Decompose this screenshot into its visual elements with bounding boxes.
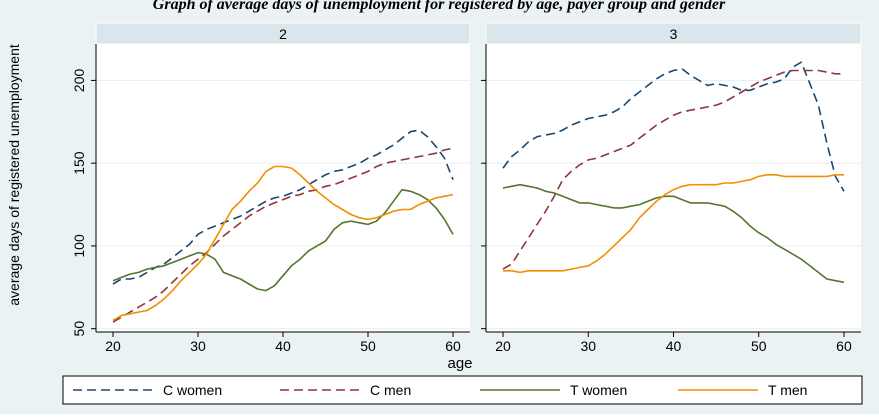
panel-strip-label: 2 — [279, 26, 287, 42]
x-axis-label: age — [447, 355, 472, 372]
series-line-t-women — [502, 183, 845, 284]
x-tick-label: 50 — [751, 338, 767, 354]
chart-title: Graph of average days of unemployment fo… — [153, 0, 726, 13]
x-tick-label: 60 — [445, 338, 461, 354]
series-line-t-men — [112, 165, 454, 322]
y-tick-label: 100 — [71, 234, 87, 258]
x-tick-label: 40 — [666, 338, 682, 354]
x-tick-label: 50 — [360, 338, 376, 354]
panel-strip-label: 3 — [670, 26, 678, 42]
legend-label: C women — [163, 382, 222, 398]
legend-label: C men — [370, 382, 411, 398]
panels-group: 2 20 30 40 50 60 50 100 150 200 3 20 30 40 50 60 — [71, 22, 862, 354]
x-tick-label: 60 — [836, 338, 852, 354]
x-tick-label: 40 — [275, 338, 291, 354]
legend-label: T men — [768, 382, 807, 398]
series-line-c-women — [112, 129, 454, 285]
series-line-c-men — [112, 147, 454, 323]
legend-label: T women — [570, 382, 627, 398]
series-line-t-women — [112, 188, 454, 292]
y-tick-label: 50 — [71, 321, 87, 337]
y-tick-label: 150 — [71, 151, 87, 175]
series-line-c-women — [502, 61, 845, 192]
series-line-t-men — [503, 174, 844, 274]
x-tick-label: 30 — [190, 338, 206, 354]
legend: C women C men T women T men — [62, 375, 863, 405]
y-tick-label: 200 — [71, 69, 87, 93]
plot-area — [96, 44, 470, 332]
x-tick-label: 30 — [580, 338, 596, 354]
panel-2: 2 20 30 40 50 60 50 100 150 200 — [71, 22, 471, 354]
y-axis-label: average days of registered unemployment — [6, 44, 22, 306]
series-line-c-men — [502, 69, 844, 270]
plot-area — [486, 44, 861, 332]
panel-3: 3 20 30 40 50 60 — [481, 22, 862, 354]
x-tick-label: 20 — [105, 338, 121, 354]
x-tick-label: 20 — [495, 338, 511, 354]
